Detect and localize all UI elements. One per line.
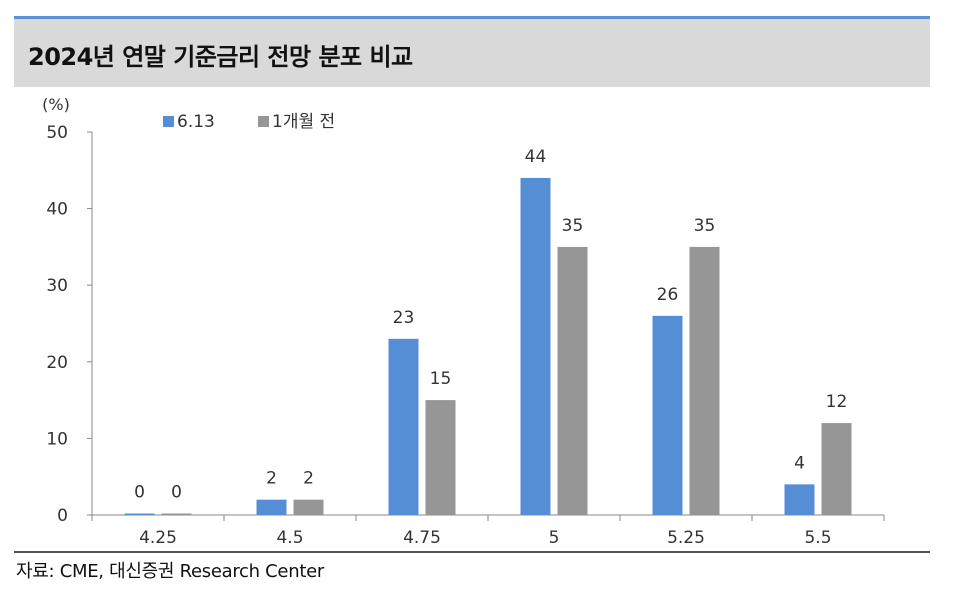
bar-series1 (784, 484, 815, 515)
bar-series1 (256, 499, 287, 515)
title-bar: 2024년 연말 기준금리 전망 분포 비교 (14, 19, 930, 87)
bar-series1 (520, 177, 551, 515)
bar-series1 (388, 338, 419, 515)
bar-series2 (821, 423, 852, 515)
legend-label: 6.13 (177, 112, 215, 132)
bar-series2 (293, 499, 324, 515)
title-top-rule (14, 16, 930, 19)
data-label: 44 (525, 147, 547, 167)
data-label: 35 (562, 216, 584, 236)
x-tick-label: 4.5 (276, 528, 303, 548)
data-label: 15 (430, 369, 452, 389)
y-tick-label: 30 (46, 276, 68, 296)
bar-series2 (161, 513, 192, 515)
x-tick-label: 4.75 (403, 528, 441, 548)
bar-series2 (557, 246, 588, 515)
chart-title: 2024년 연말 기준금리 전망 분포 비교 (28, 43, 413, 71)
x-tick-label: 4.25 (139, 528, 177, 548)
bar-series1 (124, 513, 155, 515)
source-rule (14, 551, 930, 553)
data-label: 35 (694, 216, 716, 236)
data-label: 2 (266, 469, 277, 489)
y-tick-label: 0 (57, 506, 68, 526)
data-label: 12 (826, 392, 848, 412)
bar-series1 (652, 315, 683, 515)
legend-label: 1개월 전 (272, 112, 335, 132)
bar-series2 (425, 400, 456, 515)
source-note: 자료: CME, 대신증권 Research Center (16, 561, 324, 582)
data-label: 4 (794, 453, 805, 473)
y-tick-label: 50 (46, 123, 68, 143)
legend-swatch (258, 116, 269, 127)
y-tick-label: 10 (46, 429, 68, 449)
data-label: 23 (393, 308, 415, 328)
x-tick-label: 5 (549, 528, 560, 548)
y-tick-label: 20 (46, 353, 68, 373)
data-label: 26 (657, 285, 679, 305)
data-label: 0 (134, 483, 145, 503)
bar-series2 (689, 246, 720, 515)
x-tick-label: 5.25 (667, 528, 705, 548)
y-axis-unit-label: (%) (42, 95, 70, 114)
x-tick-label: 5.5 (804, 528, 831, 548)
y-tick-label: 40 (46, 200, 68, 220)
data-label: 2 (303, 469, 314, 489)
legend-swatch (163, 116, 174, 127)
data-label: 0 (171, 483, 182, 503)
